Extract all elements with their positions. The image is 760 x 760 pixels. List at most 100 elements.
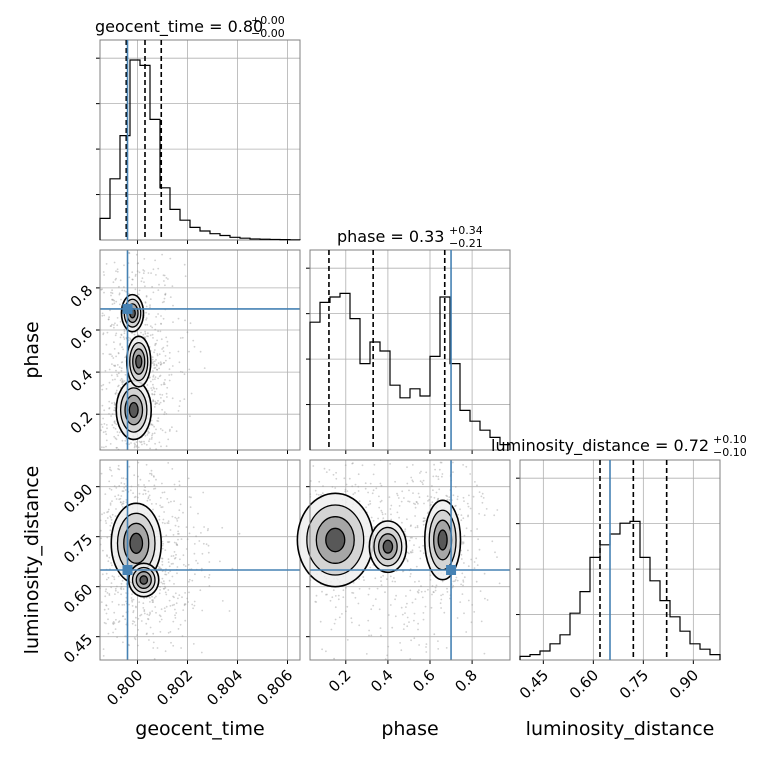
scatter-point [142, 602, 145, 605]
scatter-point [173, 541, 176, 544]
scatter-point [186, 538, 189, 541]
scatter-point [368, 629, 370, 632]
scatter-point [448, 499, 451, 501]
scatter-point [421, 596, 424, 599]
scatter-point [456, 579, 459, 582]
scatter-point [408, 489, 410, 492]
scatter-point [415, 537, 417, 540]
scatter-point [153, 349, 156, 351]
scatter-point [328, 469, 331, 471]
scatter-point [125, 485, 127, 488]
title-geocent-time-sup: +0.00 [251, 14, 285, 27]
scatter-point [114, 422, 116, 425]
scatter-point [333, 657, 335, 660]
scatter-point [116, 317, 119, 319]
scatter-point [161, 560, 164, 563]
scatter-point [142, 493, 145, 496]
scatter-point [183, 604, 186, 607]
scatter-point [142, 269, 145, 271]
scatter-point [200, 532, 202, 534]
scatter-point [163, 274, 166, 277]
scatter-point [183, 373, 186, 376]
luminosity-distance-x-tick-label-3: 0.90 [666, 666, 702, 702]
scatter-point [111, 402, 113, 404]
scatter-point [152, 400, 155, 402]
scatter-point [493, 514, 496, 517]
scatter-point [125, 600, 127, 603]
scatter-point [149, 597, 151, 599]
scatter-point [471, 604, 474, 606]
scatter-point [111, 379, 114, 381]
scatter-point [101, 388, 104, 391]
scatter-point [369, 500, 371, 503]
scatter-point [147, 618, 149, 620]
scatter-point [151, 393, 154, 396]
scatter-point [171, 515, 174, 518]
scatter-point [432, 489, 434, 492]
scatter-point [165, 277, 168, 279]
scatter-point [390, 518, 393, 521]
scatter-point [463, 534, 466, 537]
scatter-point [112, 623, 115, 626]
scatter-point [413, 619, 415, 622]
scatter-point [152, 599, 154, 602]
scatter-point [131, 599, 133, 602]
scatter-point [418, 580, 420, 583]
scatter-point [118, 485, 121, 487]
scatter-point [107, 576, 110, 579]
geocent-time-x-tick-label-1: 0.802 [153, 666, 196, 709]
scatter-point [164, 549, 167, 551]
scatter-point [168, 368, 171, 371]
scatter-point [157, 377, 160, 380]
scatter-point [114, 589, 117, 592]
scatter-point [113, 324, 115, 326]
scatter-point [172, 321, 174, 323]
scatter-point [121, 289, 124, 292]
contour-1-level-3 [382, 539, 394, 554]
scatter-point [173, 551, 176, 553]
scatter-point [102, 431, 105, 434]
scatter-point [423, 517, 426, 520]
scatter-point [165, 359, 167, 362]
scatter-point [165, 445, 168, 448]
scatter-point [408, 621, 410, 623]
scatter-point [118, 498, 121, 501]
scatter-point [137, 262, 140, 265]
scatter-point [164, 610, 167, 613]
scatter-point [156, 354, 159, 357]
scatter-point [110, 415, 112, 417]
scatter-point [151, 326, 154, 329]
scatter-point [109, 325, 112, 327]
scatter-point [442, 593, 444, 596]
scatter-point [403, 497, 405, 499]
scatter-point [115, 423, 118, 426]
scatter-point [135, 606, 137, 609]
scatter-point [145, 318, 148, 321]
scatter-point [467, 599, 470, 602]
scatter-point [200, 567, 203, 570]
scatter-point [434, 589, 437, 592]
scatter-point [414, 526, 417, 529]
phase-x-tick-label-3: 0.8 [451, 666, 481, 696]
scatter-point [109, 529, 112, 532]
scatter-point [102, 549, 104, 552]
scatter-point [141, 443, 143, 446]
scatter-point [158, 515, 161, 518]
scatter-point [107, 510, 110, 513]
scatter-point [135, 441, 138, 443]
scatter-point [158, 375, 161, 378]
truth-marker-phase_vs_luminosity_distance [446, 565, 457, 575]
scatter-point [121, 604, 124, 606]
scatter-point [374, 577, 377, 580]
scatter-point [415, 565, 418, 568]
scatter-point [183, 263, 186, 266]
scatter-point [166, 522, 169, 524]
scatter-point [161, 429, 164, 432]
scatter-point [171, 575, 174, 578]
scatter-point [173, 483, 176, 486]
scatter-point [112, 426, 115, 429]
scatter-point [171, 426, 173, 429]
scatter-point [128, 443, 131, 446]
scatter-point [402, 570, 404, 573]
